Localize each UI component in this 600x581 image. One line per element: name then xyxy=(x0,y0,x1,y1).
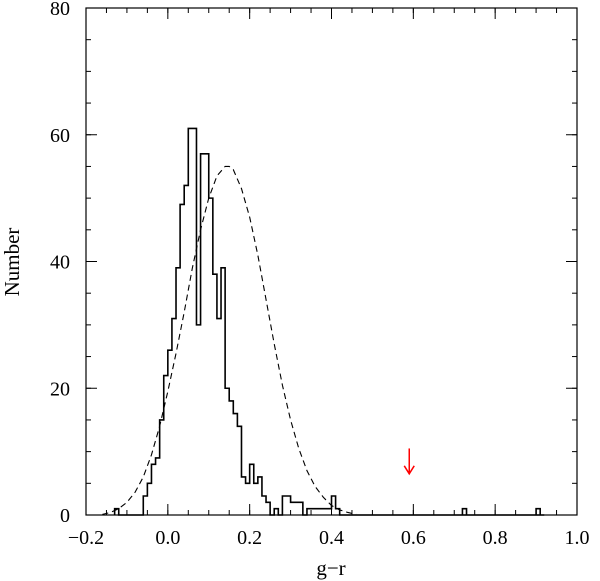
gaussian-fit-line xyxy=(102,165,357,515)
histogram-bin xyxy=(327,509,331,515)
annotations xyxy=(403,448,415,476)
x-tick-label: 1.0 xyxy=(565,527,590,549)
gaussian-fit-series xyxy=(102,165,357,515)
histogram-bin xyxy=(461,507,468,515)
histogram-bin xyxy=(217,319,221,515)
x-tick-label: −0.2 xyxy=(68,527,104,549)
x-tick-label: 0.4 xyxy=(319,527,344,549)
histogram-bin xyxy=(315,509,319,515)
y-tick-label: 0 xyxy=(60,505,70,527)
histogram-bin xyxy=(295,502,299,515)
histogram-bin xyxy=(535,507,541,515)
histogram-bin xyxy=(254,483,258,515)
y-tick-label: 40 xyxy=(50,252,70,274)
histogram-bin xyxy=(156,458,160,515)
x-tick-label: 0.6 xyxy=(401,527,426,549)
histogram-bin xyxy=(188,128,192,515)
histogram-bin xyxy=(225,388,229,515)
x-tick-label: 0.0 xyxy=(155,527,180,549)
histogram-outline xyxy=(113,127,545,516)
x-axis-ticks: −0.2 0.0 0.2 0.4 0.6 0.8 1.0 xyxy=(68,8,590,549)
y-axis-ticks: 0 20 40 60 80 xyxy=(50,0,577,527)
x-tick-label: 0.2 xyxy=(237,527,262,549)
x-axis-title: g−r xyxy=(316,556,345,580)
histogram-bin xyxy=(229,401,233,515)
histogram-bin xyxy=(184,185,188,515)
histogram-bin xyxy=(233,414,237,515)
y-tick-label: 80 xyxy=(50,0,70,20)
arrow-head xyxy=(403,465,415,476)
histogram-bin xyxy=(319,509,323,515)
x-tick-label: 0.8 xyxy=(483,527,508,549)
y-tick-label: 60 xyxy=(50,125,70,147)
histogram-bin xyxy=(311,509,315,515)
y-axis-title: Number xyxy=(0,228,24,297)
histogram-series xyxy=(113,127,545,516)
histogram-bin xyxy=(196,325,200,515)
histogram-bin xyxy=(291,502,295,515)
y-tick-label: 20 xyxy=(50,378,70,400)
histogram-bin xyxy=(246,483,250,515)
histogram-bin xyxy=(323,509,327,515)
